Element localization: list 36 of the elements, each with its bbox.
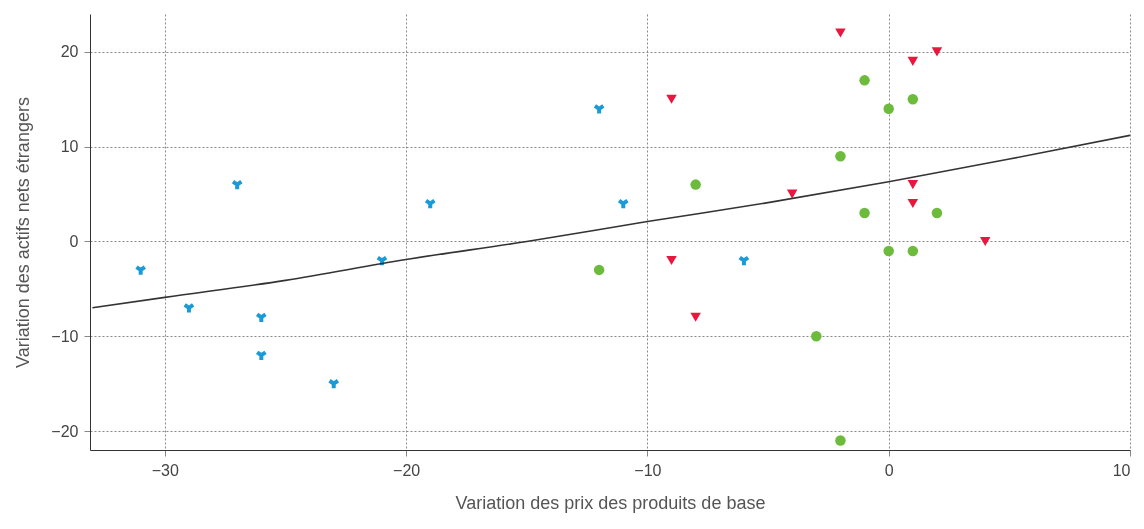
point bbox=[786, 189, 798, 199]
point bbox=[907, 180, 919, 190]
point bbox=[811, 331, 822, 342]
y-tick-label: −10 bbox=[51, 327, 79, 345]
point bbox=[859, 75, 870, 86]
y-tick-label: 0 bbox=[69, 232, 79, 250]
y-tick-label: 10 bbox=[60, 138, 79, 156]
point bbox=[931, 47, 943, 57]
x-tick-label: 0 bbox=[884, 461, 894, 479]
point bbox=[907, 94, 919, 105]
point bbox=[931, 207, 943, 219]
x-tick-label: −10 bbox=[634, 461, 662, 479]
point bbox=[835, 435, 846, 446]
point bbox=[835, 150, 846, 162]
point bbox=[690, 312, 701, 322]
x-tick-label: −30 bbox=[151, 461, 179, 479]
point bbox=[883, 245, 894, 257]
x-tick-label: −20 bbox=[393, 461, 421, 479]
point bbox=[182, 302, 196, 315]
y-axis-title: Variation des actifs nets étrangers bbox=[13, 97, 34, 368]
point bbox=[883, 103, 894, 115]
point bbox=[666, 94, 677, 104]
point bbox=[907, 199, 919, 209]
point bbox=[907, 56, 919, 66]
point bbox=[835, 28, 846, 38]
point bbox=[859, 207, 870, 219]
point bbox=[690, 179, 701, 190]
x-axis-title: Variation des prix des produits de base bbox=[455, 492, 766, 513]
point bbox=[907, 245, 919, 257]
y-tick-label: 20 bbox=[60, 43, 79, 61]
x-tick-label: 10 bbox=[1112, 461, 1131, 479]
point bbox=[666, 255, 677, 265]
point bbox=[592, 103, 606, 116]
point bbox=[593, 264, 605, 276]
y-tick-label: −20 bbox=[51, 422, 79, 440]
point bbox=[979, 236, 991, 247]
